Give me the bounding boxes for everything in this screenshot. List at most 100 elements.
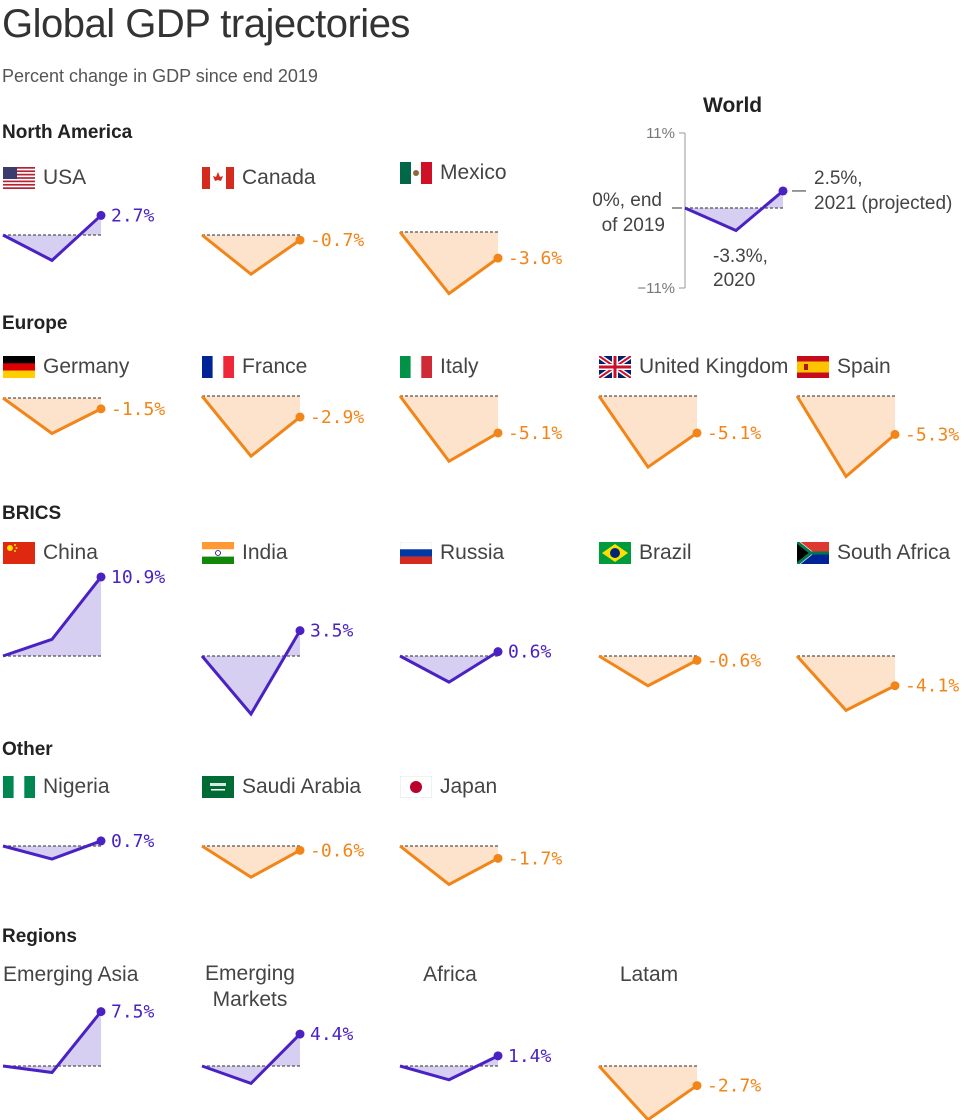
point-italy [493, 428, 503, 438]
country-label-japan: Japan [399, 775, 498, 799]
country-label-france: France [202, 355, 307, 379]
world-area [685, 190, 783, 231]
page-title: Global GDP trajectories [2, 2, 410, 46]
country-name: France [242, 355, 308, 378]
south-africa-flag [796, 539, 829, 567]
line-germany [2, 396, 102, 436]
value-label-africa: 1.4% [508, 1046, 552, 1067]
country-name: United Kingdom [639, 355, 789, 378]
country-label-china: China [3, 541, 98, 565]
country-name: India [242, 541, 288, 564]
area-emerging-markets [202, 1034, 300, 1084]
point-france [295, 412, 305, 422]
point-africa [493, 1051, 503, 1061]
world-annotation-mid-line2: 2020 [713, 270, 755, 291]
uk-flag [597, 353, 633, 381]
point-mexico [493, 253, 503, 263]
group-title-other: Other [2, 739, 53, 760]
country-name: Saudi Arabia [242, 775, 362, 798]
country-label-italy: Italy [400, 355, 479, 379]
area-brazil [599, 656, 697, 686]
line-nigeria [2, 839, 102, 861]
world-annotation-end-line2: 2021 (projected) [814, 193, 952, 214]
area-italy [400, 396, 498, 462]
value-label-united-kingdom: -5.1% [707, 423, 761, 444]
country-name: USA [43, 166, 87, 189]
value-label-mexico: -3.6% [508, 248, 562, 269]
region-name-emerging-markets: Emerging Markets [205, 962, 295, 1011]
line-spain [795, 395, 896, 479]
world-point [778, 186, 788, 196]
area-india [202, 630, 300, 714]
country-label-germany: Germany [3, 355, 129, 379]
area-emerging-asia [3, 1011, 101, 1073]
point-russia [493, 647, 503, 657]
region-name-latam: Latam [619, 963, 679, 986]
country-name: Japan [440, 775, 498, 798]
world-annotation-start-line1: 0%, end [592, 190, 662, 211]
world-line [684, 189, 784, 233]
world-annotation-end-line1: 2.5%, [814, 168, 863, 189]
point-usa [96, 210, 106, 220]
line-saudi-arabia [201, 844, 301, 879]
value-label-italy: -5.1% [508, 423, 562, 444]
point-emerging-markets [295, 1029, 305, 1039]
point-south-africa [890, 681, 900, 691]
area-china [3, 576, 101, 656]
country-label-brazil: Brazil [599, 541, 692, 565]
line-japan [399, 844, 499, 887]
point-nigeria [96, 836, 106, 846]
canada-flag [202, 167, 234, 189]
area-germany [3, 398, 101, 434]
region-name-emerging-asia: Emerging Asia [3, 963, 139, 986]
line-brazil [598, 654, 698, 688]
country-name: Germany [43, 355, 130, 378]
area-south-africa [797, 656, 895, 711]
country-name: Spain [837, 355, 891, 378]
saudi-arabia-flag [202, 776, 234, 798]
value-label-india: 3.5% [310, 621, 354, 642]
point-canada [295, 235, 305, 245]
country-label-mexico: Mexico [400, 161, 507, 185]
brazil-flag [599, 542, 631, 564]
page-subtitle: Percent change in GDP since end 2019 [2, 66, 318, 86]
value-label-usa: 2.7% [111, 205, 155, 226]
world-annotation-start-line2: of 2019 [602, 215, 665, 236]
line-usa [2, 214, 103, 263]
area-spain [797, 396, 895, 477]
country-label-spain: Spain [797, 355, 891, 379]
france-flag [202, 356, 234, 378]
china-flag [3, 542, 35, 564]
italy-flag [400, 356, 432, 378]
value-label-brazil: -0.6% [707, 650, 761, 671]
country-name: South Africa [837, 541, 951, 564]
value-label-japan: -1.7% [508, 848, 562, 869]
area-nigeria [3, 840, 101, 860]
usa-flag [3, 167, 35, 189]
point-japan [493, 853, 503, 863]
area-saudi-arabia [202, 846, 300, 878]
area-japan [400, 846, 498, 885]
area-africa [400, 1055, 498, 1080]
world-chart: 11% −11% 0%, end of 2019 -3.3%, 2020 2.5%, 2021… [592, 125, 952, 297]
area-france [202, 396, 300, 457]
country-label-russia: Russia [399, 541, 504, 565]
country-name: Brazil [639, 541, 692, 564]
value-label-emerging-asia: 7.5% [111, 1002, 155, 1023]
group-title-regions: Regions [2, 926, 77, 947]
area-canada [202, 235, 300, 275]
value-label-latam: -2.7% [707, 1076, 761, 1097]
point-germany [96, 404, 106, 414]
area-latam [599, 1066, 697, 1120]
value-label-russia: 0.6% [508, 642, 552, 663]
line-south-africa [795, 654, 896, 713]
area-usa [3, 215, 101, 261]
point-united-kingdom [692, 428, 702, 438]
value-label-emerging-markets: 4.4% [310, 1024, 354, 1045]
value-label-germany: -1.5% [111, 399, 165, 420]
point-emerging-asia [96, 1007, 106, 1017]
country-name: Nigeria [43, 775, 110, 798]
country-label-saudi-arabia: Saudi Arabia [202, 775, 361, 799]
point-china [96, 572, 106, 582]
